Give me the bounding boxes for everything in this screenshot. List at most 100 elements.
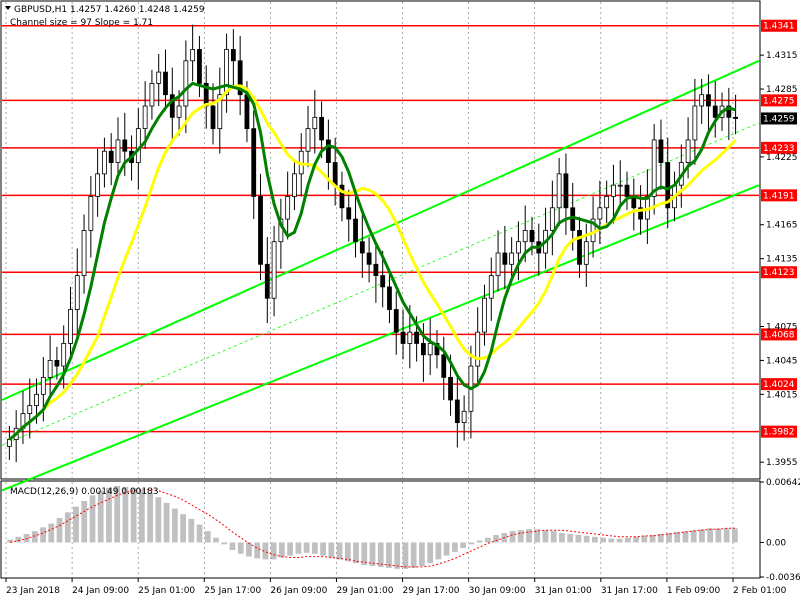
candle-body xyxy=(217,94,223,130)
macd-histogram-bar xyxy=(591,536,598,543)
candle-body xyxy=(319,116,324,141)
macd-histogram-bar xyxy=(303,542,310,553)
candle-body xyxy=(448,376,453,401)
candle-body xyxy=(522,229,528,243)
macd-histogram-bar xyxy=(451,542,458,552)
candle-body xyxy=(237,60,243,96)
x-tick-label: 31 Jan 01:00 xyxy=(535,586,592,596)
macd-histogram-bar xyxy=(542,530,549,543)
macd-histogram-bar xyxy=(130,487,137,543)
macd-y-tick-label: 0.00 xyxy=(766,538,786,548)
macd-histogram-bar xyxy=(139,489,145,543)
candle-body xyxy=(488,275,494,299)
macd-histogram-bar xyxy=(707,528,714,543)
x-tick-label: 23 Jan 2018 xyxy=(6,586,60,596)
macd-histogram-bar xyxy=(188,518,195,543)
time-axis: 23 Jan 2018 24 Jan 09:00 25 Jan 01:00 25 Ja… xyxy=(5,578,787,596)
macd-histogram-bar xyxy=(402,542,409,569)
macd-histogram-bar xyxy=(344,542,351,562)
candle-body xyxy=(665,162,671,209)
candle-body xyxy=(115,139,121,163)
candle-body xyxy=(339,184,345,209)
candle-body xyxy=(516,241,521,254)
macd-histogram-bar xyxy=(427,542,434,564)
channel-line-middle xyxy=(1,122,760,446)
macd-histogram-bar xyxy=(575,534,582,543)
candle-body xyxy=(81,229,87,277)
macd-histogram-bar xyxy=(624,537,631,543)
macd-histogram-bar xyxy=(690,530,697,543)
macd-histogram-bar xyxy=(270,542,277,560)
chevron-down-icon[interactable] xyxy=(5,6,11,10)
candle-body xyxy=(658,139,664,163)
macd-histogram-bar xyxy=(410,542,417,568)
current-price-label: 1.4259 xyxy=(763,114,795,124)
macd-histogram-bar xyxy=(114,485,121,543)
candle-body xyxy=(583,241,589,265)
candle-body xyxy=(312,116,318,130)
ohlc-values: 1.4257 1.4260 1.4248 1.4259 xyxy=(70,5,205,15)
level-label: 1.4123 xyxy=(763,268,795,278)
y-tick-label: 1.4225 xyxy=(766,153,798,163)
candle-body xyxy=(271,241,277,299)
candle-body xyxy=(563,173,569,209)
level-tag xyxy=(761,378,797,391)
candle-body xyxy=(495,252,501,277)
macd-histogram-bar xyxy=(583,535,590,543)
candle-body xyxy=(244,94,250,130)
macd-histogram-bar xyxy=(633,536,639,543)
current-price-tag xyxy=(761,112,797,125)
x-tick-label: 2 Feb 01:00 xyxy=(733,586,787,596)
candle-body xyxy=(529,229,535,243)
price-channel xyxy=(1,59,760,492)
macd-histogram-bar xyxy=(106,487,112,543)
candle-body xyxy=(387,286,392,310)
macd-histogram-bar xyxy=(122,486,129,543)
candle-body xyxy=(54,360,60,367)
macd-histogram-bar xyxy=(163,502,170,543)
macd-plot-frame xyxy=(0,480,761,579)
macd-histogram-bar xyxy=(526,529,532,543)
macd-histogram-bar xyxy=(40,527,46,543)
y-tick-label: 1.4075 xyxy=(766,322,798,332)
candle-body xyxy=(454,399,460,423)
candle-body xyxy=(380,275,386,288)
macd-histogram-bar xyxy=(550,531,557,543)
macd-histogram-bar xyxy=(468,542,475,545)
x-tick-label: 26 Jan 09:00 xyxy=(270,586,327,596)
macd-histogram-bar xyxy=(311,542,318,554)
macd-histogram-bar xyxy=(386,542,392,568)
y-tick-label: 1.4135 xyxy=(766,255,798,265)
level-tag xyxy=(761,94,797,107)
candle-body xyxy=(712,105,718,118)
macd-histogram-bar xyxy=(682,531,689,543)
macd-histogram-bar xyxy=(254,542,261,559)
macd-histogram-bar xyxy=(147,492,154,543)
candle-body xyxy=(163,71,168,96)
macd-histogram-bar xyxy=(616,538,623,543)
macd-histogram-bar xyxy=(89,495,96,543)
candle-body xyxy=(706,94,711,107)
macd-histogram-bar xyxy=(204,531,211,543)
macd-histogram-bar xyxy=(353,542,359,564)
macd-histogram-bar xyxy=(155,497,162,543)
candle-body xyxy=(224,49,229,96)
macd-histogram-bar xyxy=(361,542,368,566)
macd-histogram-bar xyxy=(567,533,574,543)
candle-body xyxy=(88,196,94,231)
candle-body xyxy=(441,354,447,378)
candle-body xyxy=(285,196,291,220)
x-tick-label: 30 Jan 09:00 xyxy=(469,586,526,596)
macd-signal-line xyxy=(9,489,735,568)
macd-histogram-bar xyxy=(657,533,664,543)
candle-body xyxy=(577,229,582,265)
y-tick-label: 1.4285 xyxy=(766,85,798,95)
macd-histogram-bar xyxy=(641,535,648,543)
candle-body xyxy=(366,252,372,265)
candle-body xyxy=(332,162,338,186)
macd-histogram-bar xyxy=(171,508,178,543)
channel-line-lower xyxy=(1,184,760,492)
x-tick-label: 25 Jan 17:00 xyxy=(204,586,261,596)
macd-histogram-bar xyxy=(73,506,79,543)
